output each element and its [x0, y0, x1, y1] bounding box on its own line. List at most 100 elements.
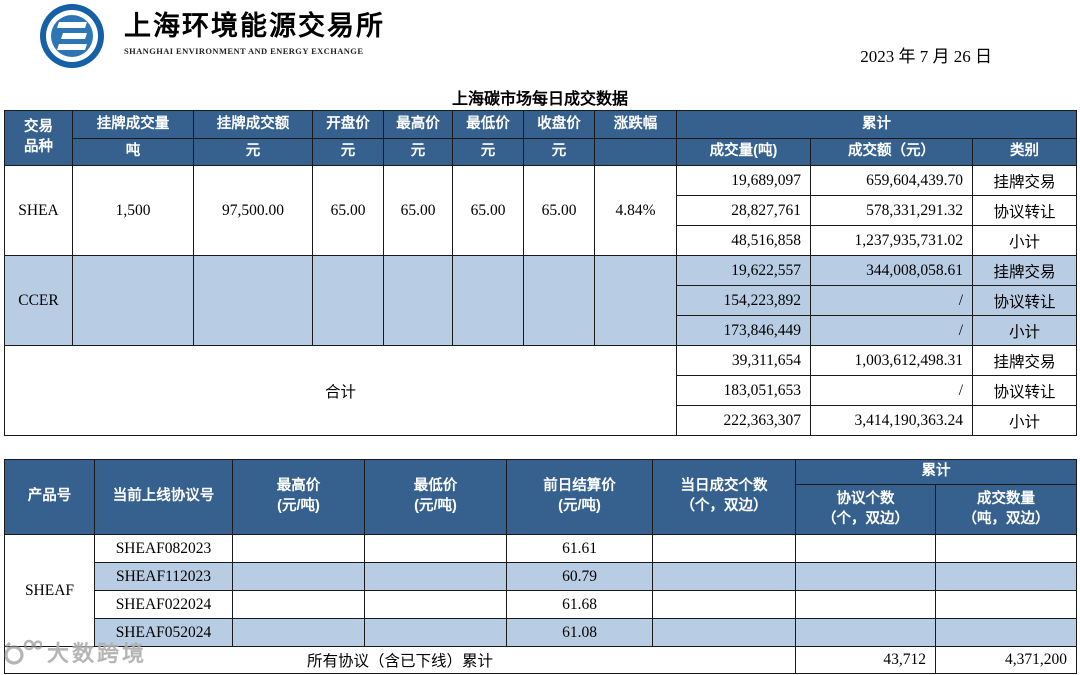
sheaf-row-1: SHEAF SHEAF082023 61.61: [4, 534, 1077, 647]
shea-row-1: SHEA 1,500 97,500.00 65.00 65.00 65.00 6…: [4, 165, 1077, 256]
ccer-cum-volume-0: 19,622,557: [676, 255, 811, 286]
t2-header-product: 产品号: [4, 459, 95, 535]
t1-header-high-unit: 元: [383, 138, 453, 166]
sheaf-agreement-0: SHEAF082023: [94, 534, 233, 563]
sheaf-low-3: [364, 618, 507, 647]
t2-header-row-2: 协议个数 （个，双边） 成交数量 （吨，双边）: [5, 484, 1077, 535]
sheaf-daily-count-0: [652, 534, 796, 563]
shea-cum-amount-1: 578,331,291.32: [810, 195, 973, 226]
sheaf-cum-count-3: [795, 618, 936, 647]
sheaf-daily-count-1: [652, 562, 796, 591]
shea-row-2: 28,827,761 578,331,291.32 协议转让: [5, 195, 1077, 226]
t2-header-high: 最高价 (元/吨): [232, 459, 365, 535]
sheaf-high-2: [232, 590, 365, 619]
t2-header-agreement: 当前上线协议号: [94, 459, 233, 535]
sheaf-high-0: [232, 534, 365, 563]
total-cum-category-2: 小计: [972, 405, 1077, 436]
sheaf-low-2: [364, 590, 507, 619]
ccer-low-empty: [452, 255, 524, 346]
t2-header-cum-count: 协议个数 （个，双边）: [795, 484, 936, 535]
sheaf-cum-volume-3: [935, 618, 1077, 647]
t1-header-amount-unit: 元: [193, 138, 313, 166]
total-cum-amount-0: 1,003,612,498.31: [810, 345, 973, 376]
org-name-cn: 上海环境能源交易所: [124, 11, 385, 41]
ccer-row-1: CCER 19,622,557 344,008,058.61 挂牌交易: [4, 255, 1077, 346]
t1-header-row-1: 交易 品种 挂牌成交量 挂牌成交额 开盘价 最高价 最低价 收盘价 涨跌幅 累计: [4, 110, 1077, 166]
total-row-2: 183,051,653 / 协议转让: [5, 375, 1077, 406]
shea-cum-amount-2: 1,237,935,731.02: [810, 225, 973, 256]
sheaf-cum-count-2: [795, 590, 936, 619]
t1-header-row-2: 吨 元 元 元 元 元 成交量(吨) 成交额（元） 类别: [5, 138, 1077, 166]
shea-row-3: 48,516,858 1,237,935,731.02 小计: [5, 225, 1077, 256]
sheaf-low-1: [364, 562, 507, 591]
shea-cum-volume-2: 48,516,858: [676, 225, 811, 256]
org-name-en: SHANGHAI ENVIRONMENT AND ENERGY EXCHANGE: [124, 46, 364, 57]
ccer-cum-amount-0: 344,008,058.61: [810, 255, 973, 286]
ccer-cum-category-2: 小计: [972, 315, 1077, 346]
t1-header-change: 涨跌幅: [594, 110, 677, 139]
sheaf-cum-volume-1: [935, 562, 1077, 591]
sheaf-product: SHEAF: [4, 534, 95, 647]
all-agreements-label: 所有协议（含已下线）累计: [4, 646, 796, 674]
sheaf-settle-0: 61.61: [506, 534, 653, 563]
ccer-listed-amount-empty: [193, 255, 313, 346]
shea-cum-category-0: 挂牌交易: [972, 165, 1077, 196]
org-names: 上海环境能源交易所 SHANGHAI ENVIRONMENT AND ENERG…: [124, 10, 385, 56]
sheaf-row-4: SHEAF052024 61.08: [5, 618, 1077, 647]
shea-open: 65.00: [312, 165, 384, 256]
page-title: 上海碳市场每日成交数据: [451, 91, 628, 108]
total-label: 合计: [4, 345, 677, 436]
sheaf-agreements-table: 产品号 当前上线协议号 最高价 (元/吨) 最低价 (元/吨) 前日结算价 (元…: [4, 459, 1077, 674]
t1-header-low-unit: 元: [452, 138, 524, 166]
sheaf-high-1: [232, 562, 365, 591]
t2-header-row-1: 产品号 当前上线协议号 最高价 (元/吨) 最低价 (元/吨) 前日结算价 (元…: [4, 459, 1077, 535]
table-gap: [0, 436, 1080, 459]
t2-header-cum-volume: 成交数量 （吨，双边）: [935, 484, 1077, 535]
shea-change: 4.84%: [594, 165, 677, 256]
t1-header-cumulative: 累计: [676, 110, 1077, 139]
sheaf-cum-count-0: [795, 534, 936, 563]
ccer-close-empty: [523, 255, 595, 346]
sheaf-agreement-3: SHEAF052024: [94, 618, 233, 647]
ccer-high-empty: [383, 255, 453, 346]
shea-cum-volume-1: 28,827,761: [676, 195, 811, 226]
t1-header-category: 类别: [972, 138, 1077, 166]
ccer-change-empty: [594, 255, 677, 346]
total-cum-volume-1: 183,051,653: [676, 375, 811, 406]
daily-trading-table: 交易 品种 挂牌成交量 挂牌成交额 开盘价 最高价 最低价 收盘价 涨跌幅 累计…: [4, 110, 1077, 436]
sheaf-row-3: SHEAF022024 61.68: [5, 590, 1077, 619]
shea-variety: SHEA: [4, 165, 73, 256]
t1-header-variety: 交易 品种: [4, 110, 73, 166]
all-agreements-cum-volume: 4,371,200: [935, 646, 1077, 674]
sheaf-daily-count-2: [652, 590, 796, 619]
total-cum-volume-0: 39,311,654: [676, 345, 811, 376]
shea-cum-category-1: 协议转让: [972, 195, 1077, 226]
shea-close: 65.00: [523, 165, 595, 256]
shea-high: 65.00: [383, 165, 453, 256]
sheaf-agreement-1: SHEAF112023: [94, 562, 233, 591]
t1-header-close: 收盘价: [523, 110, 595, 139]
t1-header-open: 开盘价: [312, 110, 384, 139]
ccer-cum-category-1: 协议转让: [972, 285, 1077, 316]
t1-header-volume-unit: 吨: [72, 138, 194, 166]
ccer-cum-volume-1: 154,223,892: [676, 285, 811, 316]
shea-cum-category-2: 小计: [972, 225, 1077, 256]
org-logo-ring: [46, 10, 98, 62]
t1-header-high: 最高价: [383, 110, 453, 139]
ccer-cum-volume-2: 173,846,449: [676, 315, 811, 346]
shea-listed-volume: 1,500: [72, 165, 194, 256]
sheaf-row-2: SHEAF112023 60.79: [5, 562, 1077, 591]
sheaf-high-3: [232, 618, 365, 647]
ccer-listed-volume-empty: [72, 255, 194, 346]
total-cum-volume-2: 222,363,307: [676, 405, 811, 436]
sheaf-settle-2: 61.68: [506, 590, 653, 619]
t2-header-low: 最低价 (元/吨): [364, 459, 507, 535]
ccer-open-empty: [312, 255, 384, 346]
total-row-3: 222,363,307 3,414,190,363.24 小计: [5, 405, 1077, 436]
t2-header-settle: 前日结算价 (元/吨): [506, 459, 653, 535]
sheaf-cum-count-1: [795, 562, 936, 591]
sheaf-agreement-2: SHEAF022024: [94, 590, 233, 619]
ccer-cum-amount-1: /: [810, 285, 973, 316]
sheaf-settle-3: 61.08: [506, 618, 653, 647]
t1-header-cum-amount: 成交额（元）: [810, 138, 973, 166]
